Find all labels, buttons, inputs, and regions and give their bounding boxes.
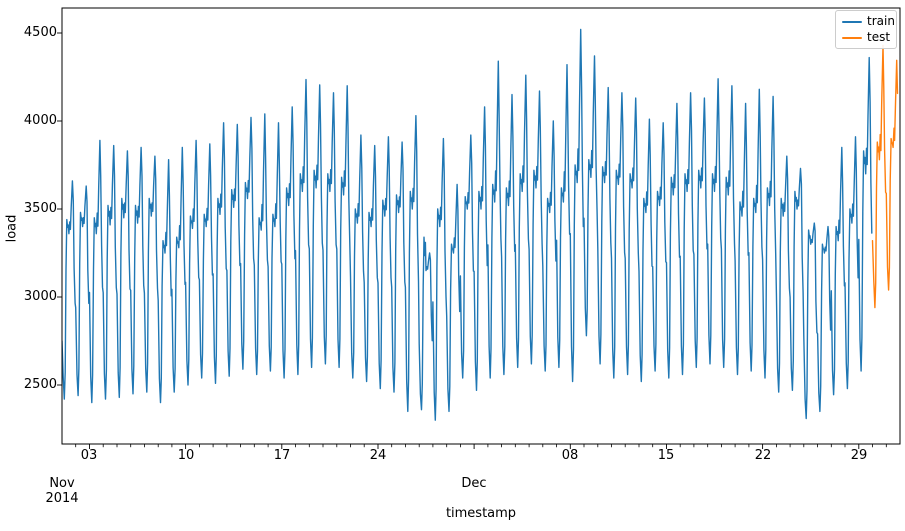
train-line: [62, 28, 873, 421]
train-line-swatch-icon: [842, 20, 862, 23]
y-tick-label: 3500: [23, 201, 57, 216]
y-tick-label: 2500: [23, 377, 57, 392]
x-tick-label: 24: [369, 448, 387, 463]
month-label: Nov: [49, 476, 75, 491]
x-tick-label: 10: [177, 448, 195, 463]
x-axis-minor-ticks: [75, 444, 887, 448]
y-tick-label: 4500: [23, 25, 57, 40]
x-tick-label: 08: [561, 448, 579, 463]
x-axis-label: timestamp: [445, 506, 517, 521]
test-line-swatch-icon: [842, 36, 862, 39]
x-tick-label: 29: [850, 448, 868, 463]
x-tick-label: 22: [754, 448, 772, 463]
y-tick-label: 4000: [23, 113, 57, 128]
y-axis-ticks: [57, 32, 62, 386]
plot-frame: [61, 7, 901, 445]
x-tick-label: 03: [80, 448, 98, 463]
x-tick-label: 15: [657, 448, 675, 463]
x-tick-label: 17: [273, 448, 291, 463]
legend-entry-train: train: [842, 15, 895, 28]
x-axis-major-ticks: [89, 444, 860, 449]
x-axis-offset-nov: Nov 2014: [32, 476, 92, 506]
month-label: Dec: [461, 476, 487, 491]
legend: train test: [835, 10, 897, 49]
legend-entry-test: test: [842, 31, 890, 44]
test-line: [871, 44, 899, 309]
year-label: 2014: [45, 491, 79, 506]
legend-label-test: test: [867, 30, 891, 44]
legend-label-train: train: [867, 14, 895, 28]
y-axis-label: load: [4, 214, 20, 243]
y-tick-label: 3000: [23, 289, 57, 304]
x-axis-offset-dec: Dec: [444, 476, 504, 491]
